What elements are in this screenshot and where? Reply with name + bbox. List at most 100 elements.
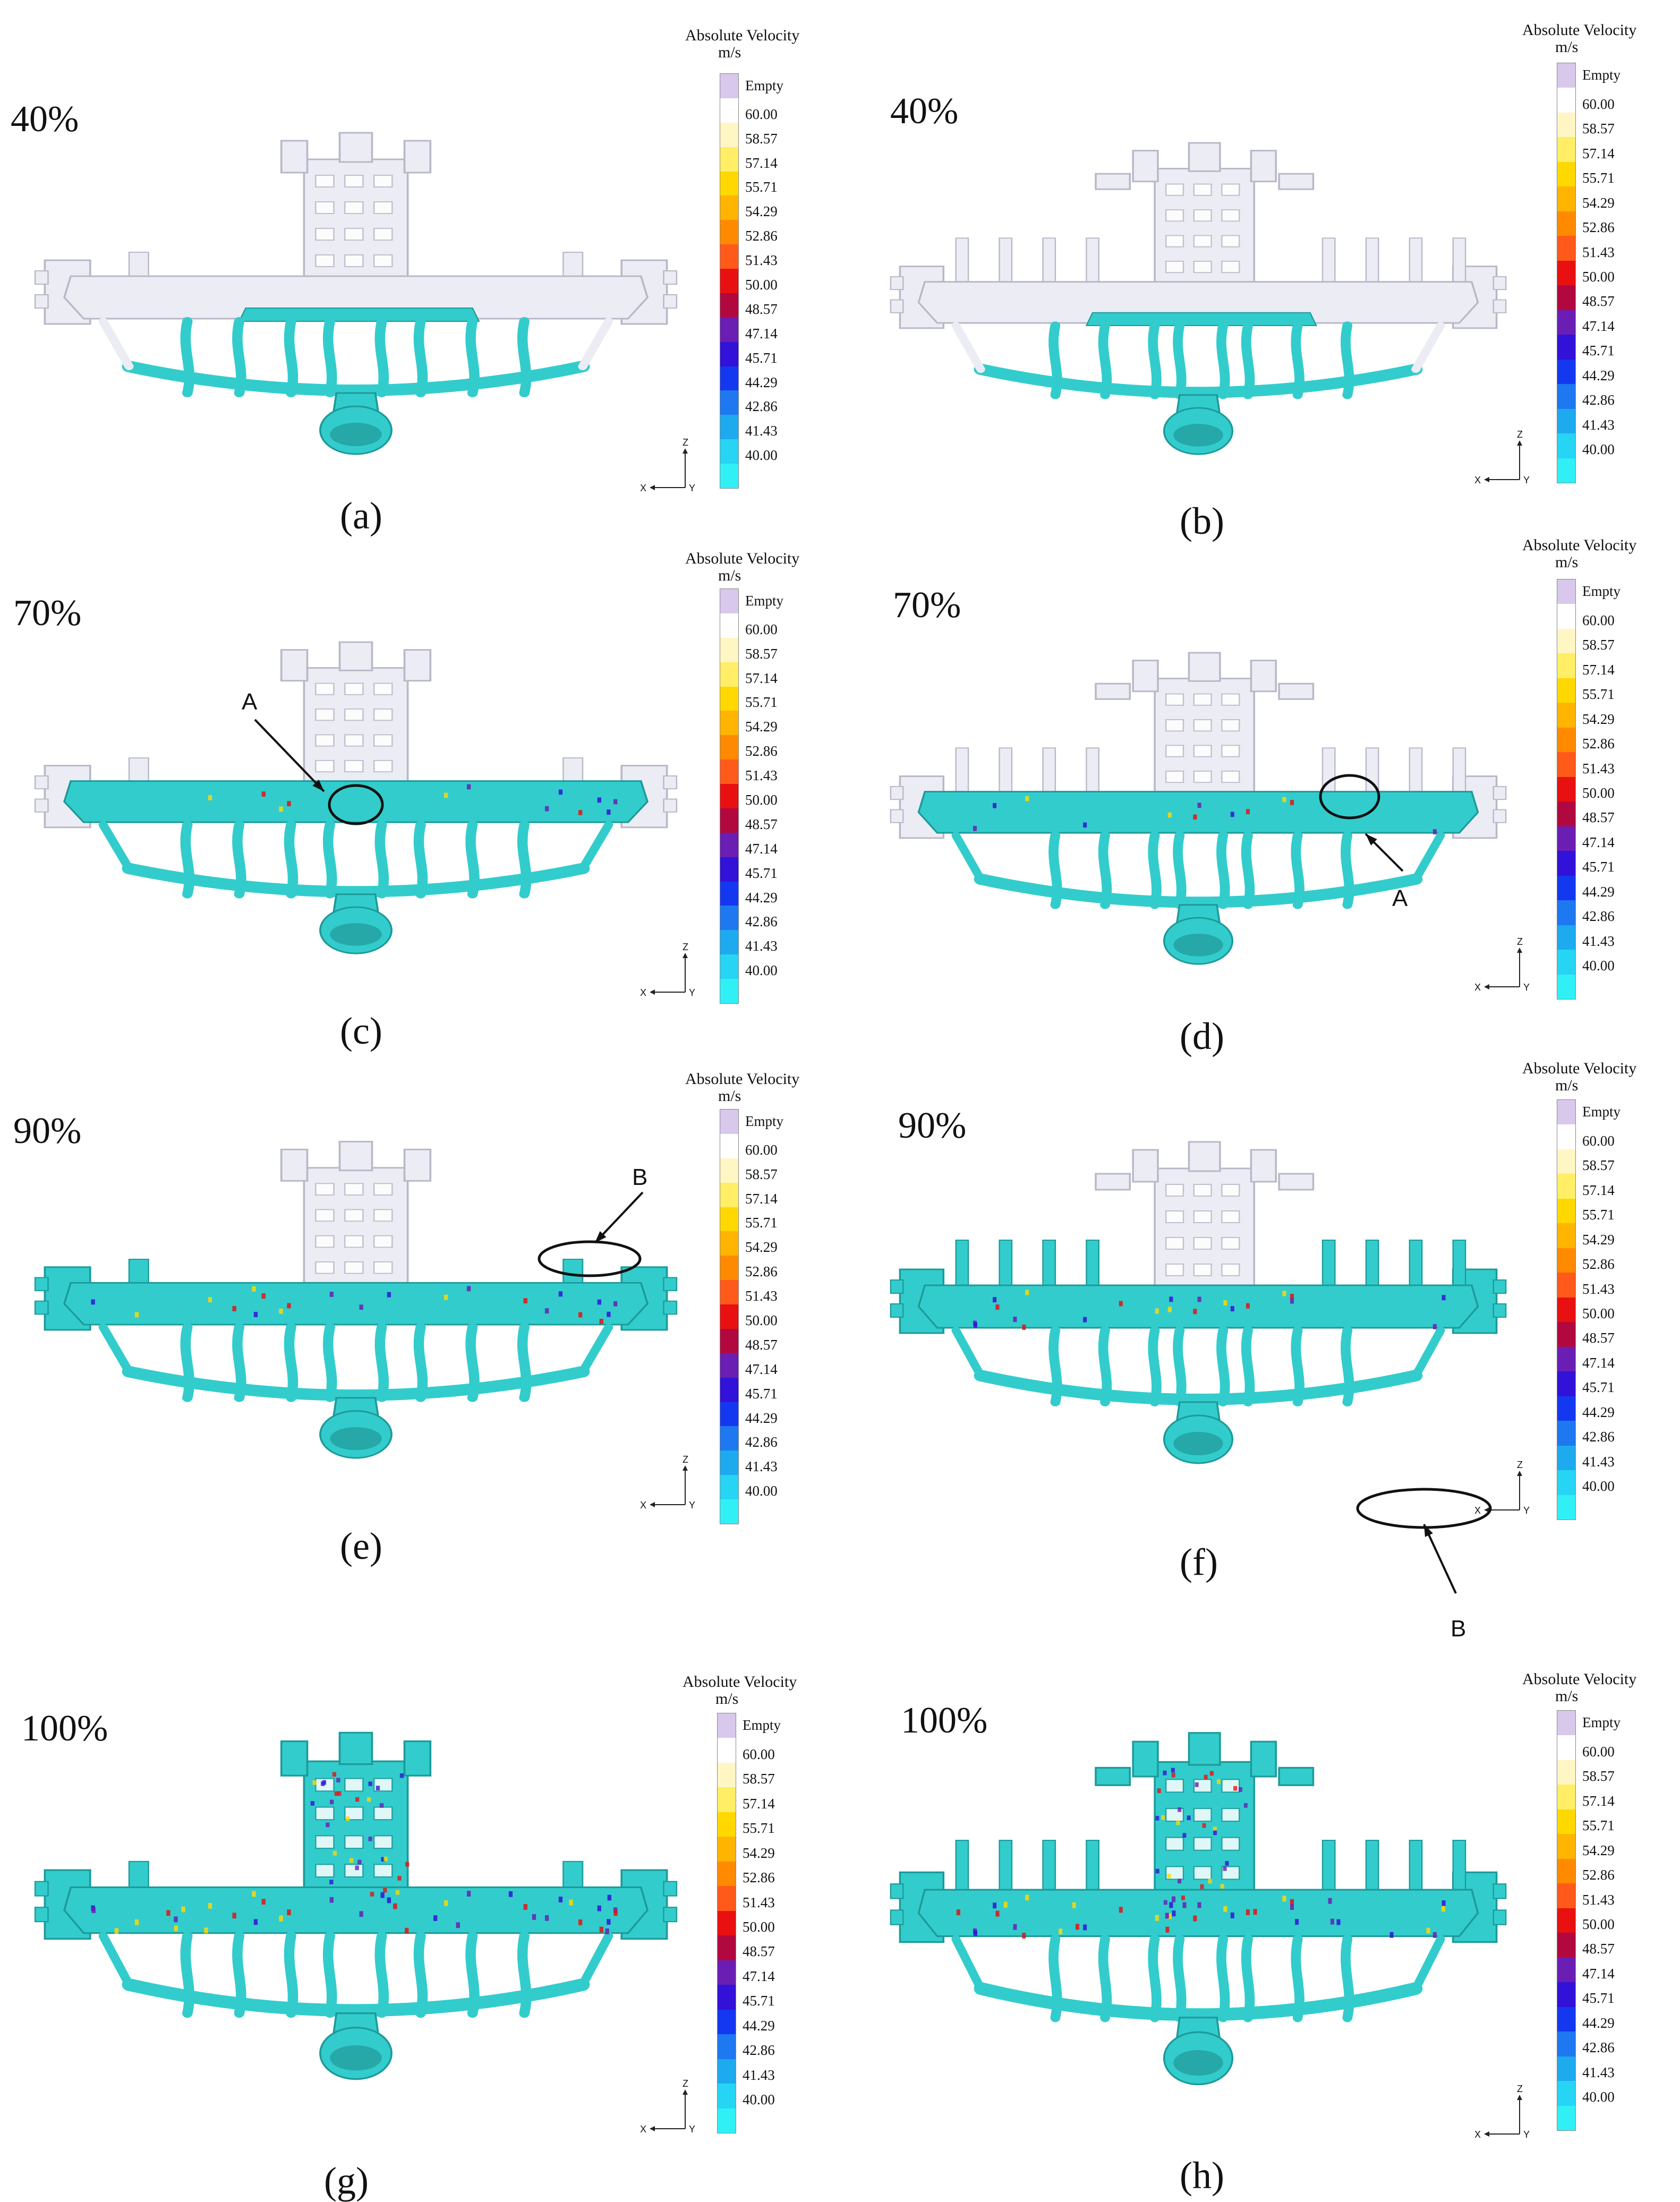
casting-ingate: [1241, 1326, 1255, 1406]
velocity-hotspot: [1075, 1924, 1079, 1930]
casting-side-runner-right: [1411, 1327, 1445, 1379]
velocity-hotspot: [1013, 1924, 1017, 1930]
legend-swatch: [1557, 2081, 1575, 2106]
legend-label: 40.00: [1582, 958, 1615, 974]
casting-ingate: [413, 317, 428, 397]
casting-ingate: [284, 317, 299, 397]
legend-label: 51.43: [1582, 760, 1615, 776]
legend-label: 47.14: [1582, 1354, 1615, 1371]
velocity-hotspot: [1216, 1779, 1221, 1784]
velocity-hotspot: [1025, 1894, 1029, 1901]
legend-swatch: [1557, 1785, 1575, 1810]
legend-swatch: [1557, 310, 1575, 335]
velocity-hotspot: [613, 1301, 618, 1307]
legend-swatch: [1557, 1908, 1575, 1933]
legend-label: 51.43: [1582, 244, 1615, 260]
legend-swatch: [1557, 260, 1575, 286]
legend-swatch: [720, 906, 738, 931]
velocity-hotspot: [383, 1856, 388, 1862]
casting-ingate: [1216, 1326, 1230, 1406]
velocity-hotspot: [444, 1900, 448, 1906]
legend-label: 57.14: [745, 1190, 778, 1207]
legend-swatch: [720, 881, 738, 906]
velocity-hotspot: [1171, 1768, 1175, 1773]
panel-e: 90% (e) Absolute Velocity m/s Empty 60.00 58.5…: [0, 1041, 840, 1572]
legend-label: 50.00: [745, 277, 778, 293]
velocity-hotspot: [433, 1915, 438, 1921]
velocity-hotspot: [1195, 1782, 1199, 1787]
casting-fill-simulation: [890, 652, 1507, 965]
velocity-hotspot: [1083, 1317, 1087, 1322]
velocity-hotspot: [444, 792, 448, 798]
legend-label: 58.57: [1582, 1768, 1615, 1785]
casting-tower: [280, 132, 432, 293]
legend-swatch: [1557, 2105, 1575, 2131]
x-axis-label: X: [1474, 475, 1481, 485]
casting-main-beam: [917, 281, 1479, 324]
z-axis-arrow: [683, 448, 688, 454]
velocity-hotspot: [379, 1803, 384, 1808]
velocity-hotspot: [974, 1930, 978, 1936]
panel-f: 90% (f) Absolute Velocity m/s Empty 60.00 58.5…: [840, 1041, 1680, 1641]
velocity-hotspot: [545, 1308, 549, 1314]
legend-swatch: [1557, 137, 1575, 163]
velocity-hotspot: [332, 1851, 337, 1856]
velocity-hotspot: [1432, 829, 1437, 834]
velocity-hotspot: [1003, 1901, 1008, 1908]
casting-ingate: [413, 821, 428, 899]
legend-swatch: [718, 1861, 736, 1887]
legend-label: 50.00: [1582, 1916, 1615, 1932]
casting-main-beam: [63, 1886, 649, 1934]
legend-swatch: [720, 930, 738, 955]
velocity-hotspot: [1119, 1907, 1123, 1913]
velocity-hotspot: [114, 1928, 119, 1934]
legend-swatch: [720, 1426, 738, 1451]
velocity-hotspot: [1282, 1896, 1286, 1902]
legend-colorbar: [720, 1109, 739, 1524]
legend-label: 60.00: [1582, 1743, 1615, 1760]
velocity-hotspot: [1290, 1904, 1294, 1910]
legend-swatch: [720, 244, 738, 269]
legend-swatch: [720, 637, 738, 663]
axis-triad: Z X Y: [640, 942, 698, 998]
axis-triad: Z X Y: [1474, 430, 1533, 486]
velocity-hotspot: [381, 1857, 385, 1862]
fill-percent-label: 70%: [893, 585, 961, 626]
legend-swatch: [720, 1402, 738, 1427]
legend-label: 52.86: [1582, 219, 1615, 236]
velocity-hotspot: [995, 1910, 1000, 1917]
velocity-hotspot: [1295, 1919, 1299, 1925]
velocity-hotspot: [1169, 1296, 1173, 1302]
legend-swatch: [1557, 875, 1575, 901]
velocity-hotspot: [613, 1910, 618, 1916]
x-axis-label: X: [1474, 2129, 1481, 2140]
legend-swatch: [720, 1207, 738, 1232]
velocity-hotspot: [1022, 1324, 1026, 1330]
legend-label: 42.86: [745, 914, 778, 930]
casting-side-runner-right: [578, 318, 613, 370]
velocity-hotspot: [134, 1919, 139, 1925]
panel-b: 40% (b) Absolute Velocity m/s Empty 60.00 58.5…: [840, 0, 1680, 547]
velocity-hotspot: [1172, 1896, 1176, 1902]
casting-main-beam: [917, 791, 1479, 834]
velocity-hotspot: [1197, 1902, 1201, 1908]
casting-shape: [34, 641, 678, 954]
legend-unit: m/s: [1555, 553, 1579, 571]
legend-swatch: [720, 220, 738, 245]
velocity-hotspot: [444, 1294, 448, 1300]
velocity-hotspot: [334, 1791, 339, 1796]
casting-side-runner-right: [1411, 1935, 1445, 1993]
velocity-hotspot: [387, 1897, 391, 1904]
legend-swatch: [720, 1280, 738, 1305]
velocity-hotspot: [578, 1312, 583, 1318]
casting-side-runner-right: [1411, 832, 1445, 883]
fill-percent-label: 40%: [890, 91, 959, 132]
legend-label: 40.00: [743, 2092, 775, 2108]
casting-main-beam: [63, 780, 649, 823]
velocity-hotspot: [1193, 814, 1197, 820]
legend-label: Empty: [1582, 1104, 1621, 1120]
legend-swatch: [718, 2084, 736, 2109]
x-axis-label: X: [640, 987, 647, 998]
casting-ingate: [1173, 1326, 1187, 1406]
velocity-hotspot: [1178, 1807, 1182, 1812]
